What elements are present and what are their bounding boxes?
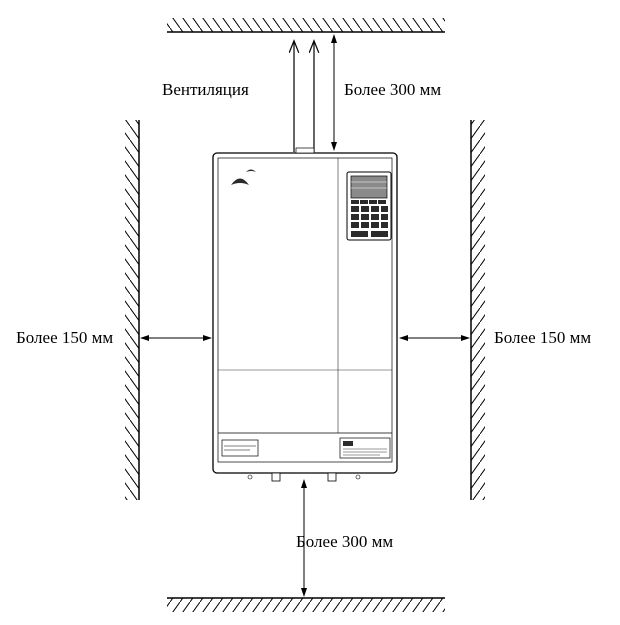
top-clearance-label: Более 300 мм xyxy=(344,80,441,100)
left-clearance-label: Более 150 мм xyxy=(16,328,113,348)
ventilation-label: Вентиляция xyxy=(162,80,249,100)
right-clearance-label: Более 150 мм xyxy=(494,328,591,348)
clearance-diagram: Вентиляция Более 300 мм Более 300 мм Бол… xyxy=(0,0,620,625)
bottom-clearance-label: Более 300 мм xyxy=(296,532,393,552)
